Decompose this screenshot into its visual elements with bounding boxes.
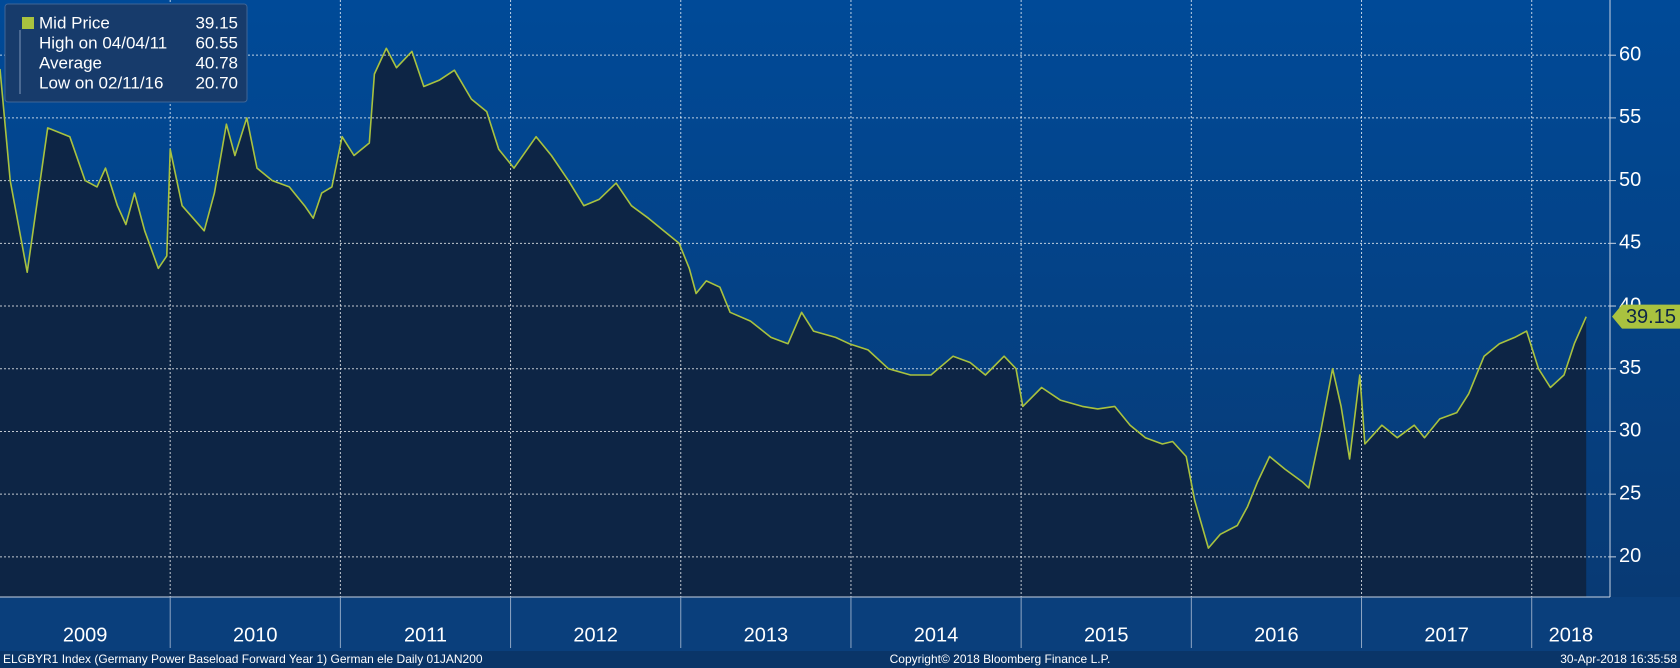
y-tick-label: 55	[1619, 106, 1641, 128]
y-tick-label: 30	[1619, 420, 1641, 442]
footer-right: 30-Apr-2018 16:35:58	[1560, 652, 1677, 666]
legend-swatch	[22, 17, 34, 29]
x-tick-label: 2012	[573, 624, 618, 646]
legend-value: 39.15	[195, 13, 238, 32]
plot-area: 2025303540455055602009201020112012201320…	[0, 0, 1680, 648]
legend-label: Mid Price	[39, 13, 110, 32]
y-tick-label: 20	[1619, 545, 1641, 567]
x-tick-label: 2009	[63, 624, 108, 646]
x-tick-label: 2017	[1424, 624, 1469, 646]
legend: Mid Price 39.15 High on 04/04/11 60.55 A…	[4, 3, 248, 103]
x-tick-label: 2015	[1084, 624, 1129, 646]
last-value-tag	[1612, 304, 1680, 329]
legend-label: Average	[39, 53, 102, 72]
footer-center: Copyright© 2018 Bloomberg Finance L.P.	[890, 652, 1111, 666]
x-tick-label: 2011	[404, 624, 447, 646]
x-tick-label: 2018	[1549, 624, 1594, 646]
y-tick-label: 35	[1619, 357, 1641, 379]
legend-box	[4, 3, 248, 103]
y-tick-label: 25	[1619, 482, 1641, 504]
legend-label: High on 04/04/11	[39, 33, 167, 52]
y-tick-label: 60	[1619, 43, 1641, 65]
legend-value: 20.70	[195, 73, 238, 92]
last-value-label: 39.15	[1626, 306, 1676, 328]
footer-left: ELGBYR1 Index (Germany Power Baseload Fo…	[3, 652, 483, 666]
x-tick-label: 2010	[233, 624, 278, 646]
line	[0, 47, 1587, 549]
x-tick-label: 2014	[914, 624, 959, 646]
legend-value: 40.78	[195, 53, 238, 72]
legend-value: 60.55	[195, 33, 238, 52]
footer-bar	[0, 651, 1680, 668]
legend-label: Low on 02/11/16	[39, 73, 163, 92]
x-tick-label: 2013	[744, 624, 789, 646]
area	[0, 48, 1587, 598]
y-tick-label: 45	[1619, 232, 1641, 254]
x-tick-label: 2016	[1254, 624, 1299, 646]
y-tick-label: 50	[1619, 169, 1641, 191]
